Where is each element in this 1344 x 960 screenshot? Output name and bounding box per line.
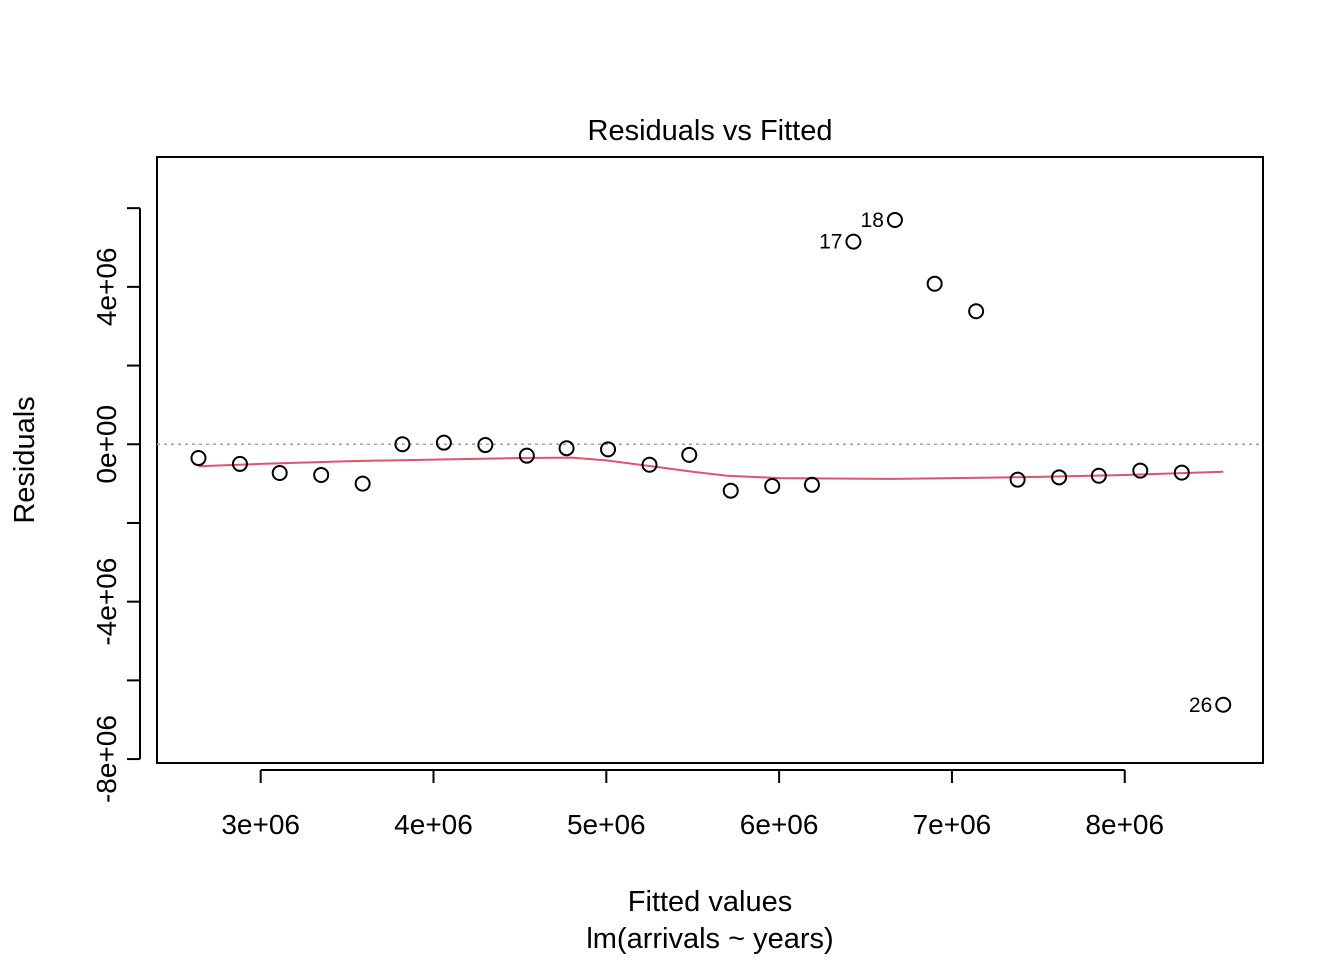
y-tick-label: 0e+00 bbox=[91, 405, 122, 484]
x-axis-title: Fitted values bbox=[628, 886, 792, 918]
model-formula-subtitle: lm(arrivals ~ years) bbox=[586, 923, 833, 955]
chart-title: Residuals vs Fitted bbox=[588, 115, 833, 147]
residual-point bbox=[1173, 464, 1190, 481]
residual-point bbox=[518, 447, 535, 464]
residual-point bbox=[394, 436, 411, 453]
residual-point bbox=[558, 440, 575, 457]
plot-frame bbox=[156, 156, 1264, 764]
residual-point bbox=[764, 477, 781, 494]
residual-point bbox=[968, 303, 985, 320]
residual-point bbox=[231, 455, 248, 472]
y-axis-title: Residuals bbox=[9, 396, 41, 523]
residual-point bbox=[313, 466, 330, 483]
outlier-label: 17 bbox=[819, 231, 842, 254]
residual-point bbox=[845, 233, 862, 250]
x-tick-label: 5e+06 bbox=[567, 809, 646, 840]
residual-point bbox=[271, 464, 288, 481]
residual-point bbox=[886, 211, 903, 228]
residual-point bbox=[1009, 471, 1026, 488]
residual-point bbox=[681, 446, 698, 463]
residual-point bbox=[722, 482, 739, 499]
x-tick-label: 4e+06 bbox=[394, 809, 473, 840]
y-tick-label: -8e+06 bbox=[91, 715, 122, 803]
residual-point bbox=[600, 441, 617, 458]
outlier-labels: 17 18 26 bbox=[819, 209, 1212, 717]
residual-points bbox=[190, 211, 1232, 713]
residual-point bbox=[1215, 696, 1232, 713]
x-tick-label: 7e+06 bbox=[913, 809, 992, 840]
y-tick-label: -4e+06 bbox=[91, 558, 122, 646]
smooth-curve bbox=[198, 456, 1224, 480]
residual-point bbox=[435, 434, 452, 451]
residual-point bbox=[803, 476, 820, 493]
smooth-line bbox=[198, 456, 1224, 480]
outlier-label: 26 bbox=[1189, 694, 1212, 717]
residual-point bbox=[477, 437, 494, 454]
residual-point bbox=[190, 450, 207, 467]
residual-point bbox=[354, 475, 371, 492]
y-axis: -8e+06 -4e+06 0e+00 4e+06 bbox=[91, 207, 141, 803]
residual-point bbox=[641, 456, 658, 473]
y-tick-label: 4e+06 bbox=[91, 248, 122, 327]
residual-point bbox=[1051, 469, 1068, 486]
outlier-label: 18 bbox=[861, 209, 884, 232]
residual-point bbox=[1090, 467, 1107, 484]
x-tick-label: 3e+06 bbox=[221, 809, 300, 840]
x-tick-label: 8e+06 bbox=[1085, 809, 1164, 840]
x-tick-label: 6e+06 bbox=[740, 809, 819, 840]
residual-point bbox=[926, 275, 943, 292]
residual-point bbox=[1132, 462, 1149, 479]
x-axis: 3e+06 4e+06 5e+06 6e+06 7e+06 8e+06 bbox=[221, 769, 1164, 840]
